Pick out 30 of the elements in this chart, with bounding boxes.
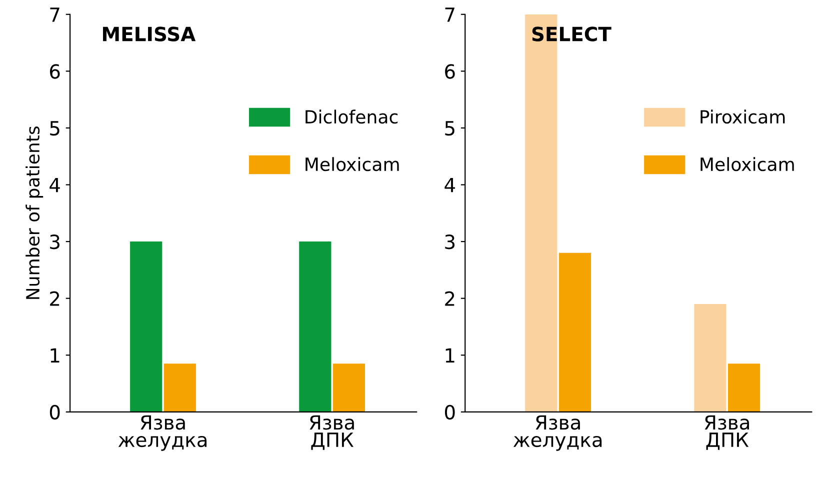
text: MELISSA [103,26,196,42]
bar [558,252,592,412]
y-tick-label: 6 [445,64,455,79]
legend-label: Piroxicam [700,110,785,124]
legend-label: Diclofenac [306,110,398,124]
y-tick-label: 1 [446,348,454,363]
bar [694,304,726,412]
legend-label: Meloxicam [700,157,794,172]
x-tick-label: Язва ДПК [704,415,749,450]
y-tick-label: 0 [444,404,455,420]
y-tick-label: 2 [445,291,454,306]
legend-label: Meloxicam [306,157,399,172]
y-tick-label: 4 [444,178,455,192]
y-axis-title: Number of patients [26,126,44,299]
y-tick-label: 6 [50,64,60,79]
y-tick-label: 4 [50,178,60,192]
y-tick-label: 7 [445,8,454,22]
y-tick-label: 2 [50,291,60,306]
y-tick-label: 5 [445,121,454,136]
text: SELECT [532,26,612,42]
x-tick-label: Язва желудка [513,415,602,451]
y-tick-label: 0 [50,404,60,420]
y-tick-label: 3 [445,234,455,250]
y-tick-label: 7 [50,8,60,22]
y-tick-label: 1 [50,348,60,363]
y-tick-label: 3 [50,234,60,250]
y-tick-label: 5 [50,121,60,136]
bar [728,364,760,412]
x-tick-label: Язва ДПК [310,415,354,450]
x-tick-label: Язва желудка [118,415,207,451]
